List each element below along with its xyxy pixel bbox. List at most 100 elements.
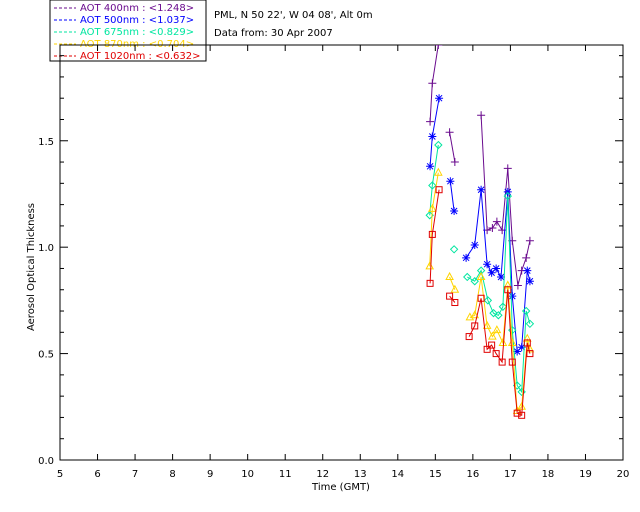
x-tick-label: 6: [94, 469, 100, 480]
data-point-diamond: [434, 140, 443, 150]
data-point-diamond: [470, 277, 479, 286]
data-point-plus: [445, 128, 454, 137]
data-point-diamond: [494, 311, 503, 320]
x-tick-label: 9: [207, 469, 213, 480]
data-point-square: [435, 186, 443, 194]
data-point-asterisk: [492, 264, 501, 273]
legend-box: [49, 0, 207, 62]
data-point-plus: [488, 224, 497, 233]
data-point-asterisk: [497, 272, 506, 281]
y-tick-label: 1.0: [38, 243, 54, 254]
series-line: [466, 196, 531, 394]
x-tick-label: 19: [579, 469, 592, 480]
data-point-square: [498, 358, 506, 366]
data-point-square: [508, 358, 516, 366]
series-line: [449, 132, 456, 163]
data-point-plus: [428, 79, 437, 88]
legend: AOT 400nm : <1.248>AOT 500nm : <1.037>AO…: [49, 0, 207, 62]
legend-label-2: AOT 675nm : <0.829>: [80, 27, 194, 38]
data-point-diamond: [489, 308, 498, 318]
data-point-triangle: [517, 401, 526, 410]
data-point-asterisk: [525, 277, 534, 286]
data-point-plus: [492, 217, 501, 226]
x-tick-label: 7: [132, 469, 138, 480]
data-point-square: [523, 339, 531, 347]
data-point-square: [504, 286, 512, 294]
data-point-plus: [503, 164, 512, 173]
y-tick-label: 0.5: [38, 350, 54, 361]
data-point-triangle: [427, 203, 437, 212]
x-tick-label: 16: [466, 469, 479, 480]
data-point-triangle: [492, 325, 502, 334]
data-point-asterisk: [483, 260, 492, 269]
data-point-square: [513, 409, 521, 417]
data-point-square: [483, 345, 491, 353]
data-point-square: [477, 294, 485, 302]
data-point-asterisk: [508, 292, 517, 301]
data-point-diamond: [428, 181, 437, 190]
data-point-asterisk: [523, 266, 532, 275]
data-point-plus: [426, 117, 435, 126]
data-point-triangle: [522, 333, 532, 342]
data-point-diamond: [521, 306, 531, 316]
series-4: [426, 186, 534, 419]
x-tick-label: 11: [279, 469, 292, 480]
data-point-square: [426, 279, 434, 287]
series-line: [468, 289, 531, 417]
series-line: [469, 276, 531, 413]
data-point-square: [471, 322, 479, 330]
data-point-asterisk: [503, 187, 512, 196]
data-point-diamond: [525, 319, 535, 329]
data-point-diamond: [503, 191, 512, 201]
data-point-asterisk: [517, 343, 526, 352]
data-point-triangle: [425, 261, 435, 270]
series-line: [429, 144, 439, 216]
data-point-diamond: [476, 266, 486, 275]
data-point-asterisk: [470, 241, 479, 250]
series-line: [449, 181, 455, 212]
data-point-square: [488, 341, 496, 349]
data-point-plus: [525, 236, 534, 245]
data-point-square: [446, 292, 454, 300]
data-point-asterisk: [450, 207, 459, 215]
data-point-diamond: [449, 245, 459, 254]
data-point-triangle: [450, 284, 460, 293]
y-tick-label: 0.0: [38, 456, 54, 467]
data-point-square: [526, 350, 534, 358]
x-tick-label: 17: [504, 469, 517, 480]
data-point-plus: [513, 281, 522, 290]
data-point-triangle: [503, 280, 513, 289]
y-axis-label: Aerosol Optical Thickness: [26, 203, 37, 331]
data-point-asterisk: [477, 185, 486, 194]
data-point-triangle: [445, 271, 454, 280]
legend-label-1: AOT 500nm : <1.037>: [80, 15, 194, 26]
data-point-diamond: [463, 272, 472, 282]
data-point-plus: [434, 45, 443, 49]
x-tick-label: 14: [391, 469, 404, 480]
x-axis-label: Time (GMT): [311, 482, 370, 493]
data-point-triangle: [470, 310, 480, 319]
data-point-triangle: [488, 331, 497, 340]
x-tick-label: 20: [617, 469, 630, 480]
data-point-triangle: [476, 271, 486, 280]
series-1: [426, 94, 534, 356]
x-tick-label: 5: [57, 469, 63, 480]
data-point-plus: [450, 158, 459, 167]
data-point-asterisk: [426, 162, 435, 171]
data-point-square: [465, 333, 473, 341]
x-tick-label: 10: [241, 469, 254, 480]
x-tick-label: 8: [169, 469, 175, 480]
data-point-plus: [477, 111, 486, 120]
plot-frame: [59, 44, 624, 461]
series-line: [429, 172, 439, 267]
data-point-triangle: [433, 167, 443, 176]
data-point-triangle: [498, 337, 508, 346]
data-point-plus: [522, 253, 531, 262]
data-point-square: [428, 230, 436, 238]
data-point-triangle: [482, 320, 492, 329]
series-3: [425, 167, 535, 415]
legend-label-0: AOT 400nm : <1.248>: [80, 3, 194, 14]
series-0: [426, 45, 534, 290]
y-tick-label: 1.5: [38, 137, 54, 148]
